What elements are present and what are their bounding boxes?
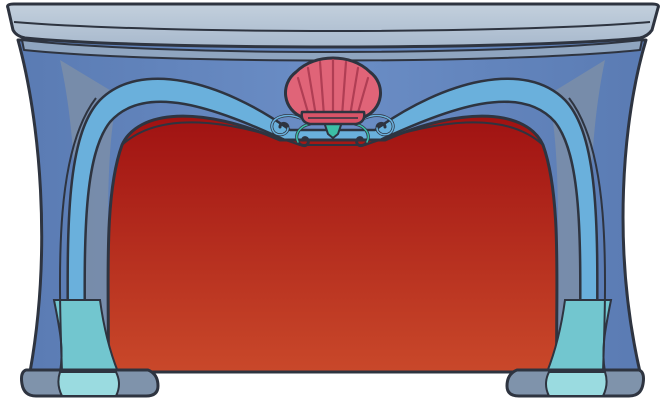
right-scroll-curl-fill xyxy=(364,114,394,136)
teal-curl-left-inner xyxy=(296,123,311,143)
shelf-lower-band xyxy=(21,39,643,62)
firebox-upper-edge xyxy=(121,121,544,146)
shell-ribs xyxy=(296,58,370,118)
frame-inner-right-line xyxy=(568,97,606,373)
left-leg xyxy=(20,299,160,398)
scroll-curls xyxy=(270,114,395,137)
frame-inner-left-line xyxy=(59,97,97,373)
firebox-opening xyxy=(106,114,559,374)
scallop-shell-ornament xyxy=(284,56,382,126)
mantel-shelf xyxy=(6,2,660,49)
left-leg-foot-teal xyxy=(57,371,120,397)
right-leg-foot-teal xyxy=(545,371,608,397)
shelf-groove-line xyxy=(13,21,651,32)
left-scroll-curl-fill xyxy=(271,114,301,136)
right-leg xyxy=(505,299,645,398)
